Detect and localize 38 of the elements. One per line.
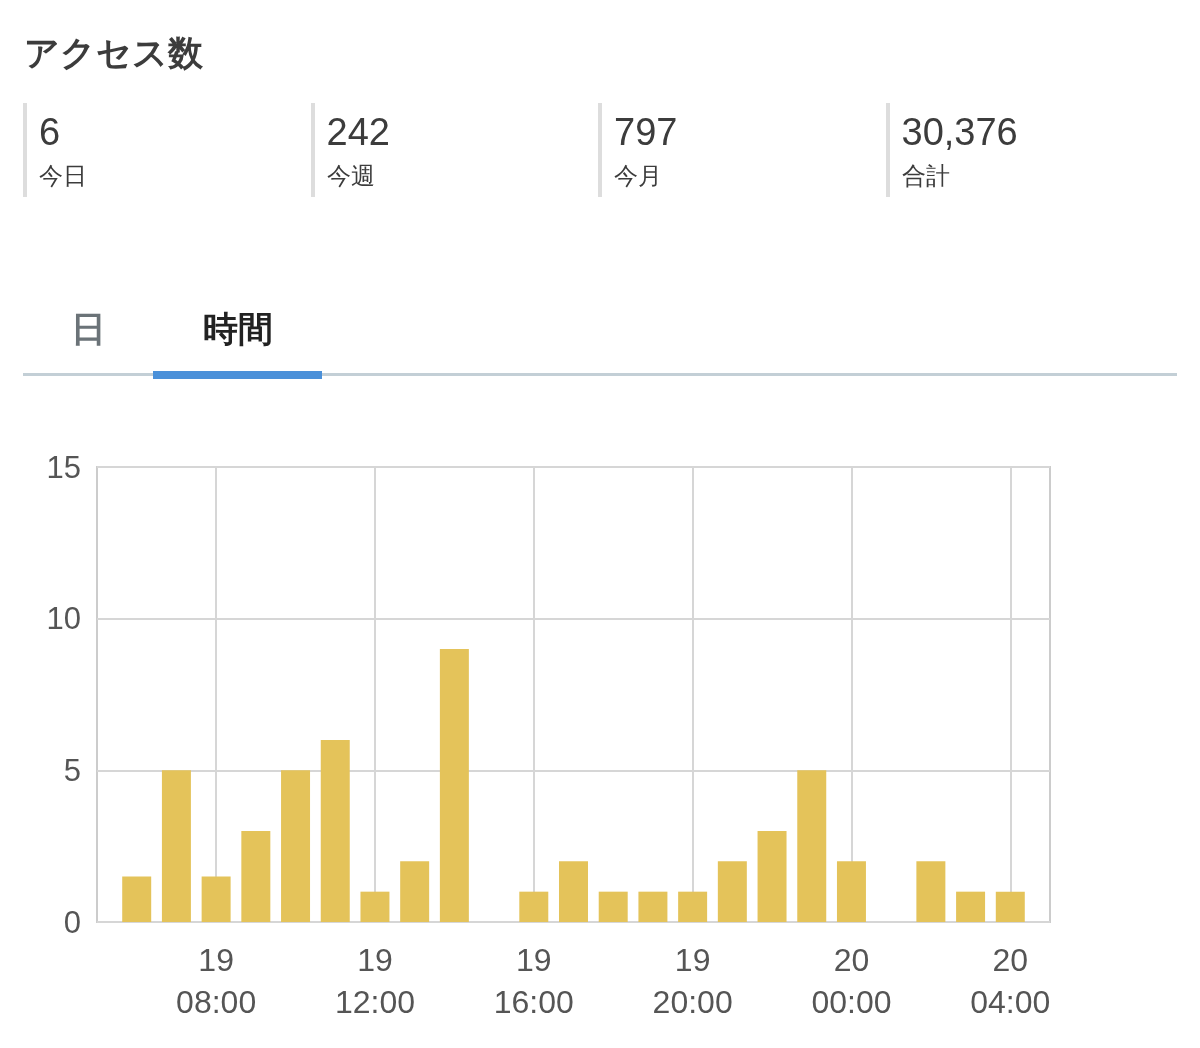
x-tick-label: 19 16:00: [493, 942, 574, 1020]
bar: [598, 891, 628, 922]
bar: [638, 891, 668, 922]
bar: [201, 876, 231, 922]
y-tick-label: 5: [63, 752, 81, 788]
bar: [717, 861, 747, 922]
bar: [519, 891, 549, 922]
bar: [320, 740, 350, 922]
bar: [995, 891, 1025, 922]
bar: [757, 831, 787, 922]
bar: [678, 891, 708, 922]
bar: [241, 831, 271, 922]
bar: [122, 876, 152, 922]
x-tick-label: 19 20:00: [652, 942, 733, 1020]
bar: [161, 770, 191, 922]
bar: [797, 770, 827, 922]
y-tick-label: 15: [46, 449, 81, 485]
x-tick-label: 20 00:00: [811, 942, 892, 1020]
bar: [360, 891, 390, 922]
text: 日: [23, 286, 153, 371]
bar: [956, 891, 986, 922]
stat-card: 242 今週: [310, 103, 595, 197]
bar: [439, 649, 469, 922]
bar: [281, 770, 311, 922]
text: 時間: [153, 286, 322, 371]
bar: [916, 861, 946, 922]
y-tick-label: 0: [63, 904, 81, 940]
x-tick-label: 19 08:00: [176, 942, 257, 1020]
bar: [559, 861, 588, 922]
y-tick-label: 10: [46, 601, 81, 637]
text: アクセス数: [24, 32, 203, 74]
bar: [400, 861, 430, 922]
stat-card: 6 今日: [23, 103, 307, 197]
x-tick-label: 19 12:00: [334, 942, 415, 1020]
x-tick-label: 20 04:00: [970, 942, 1051, 1020]
bar: [836, 861, 866, 922]
stat-card: 797 今月: [598, 103, 882, 197]
stat-card: 30,376 合計: [885, 103, 1170, 197]
